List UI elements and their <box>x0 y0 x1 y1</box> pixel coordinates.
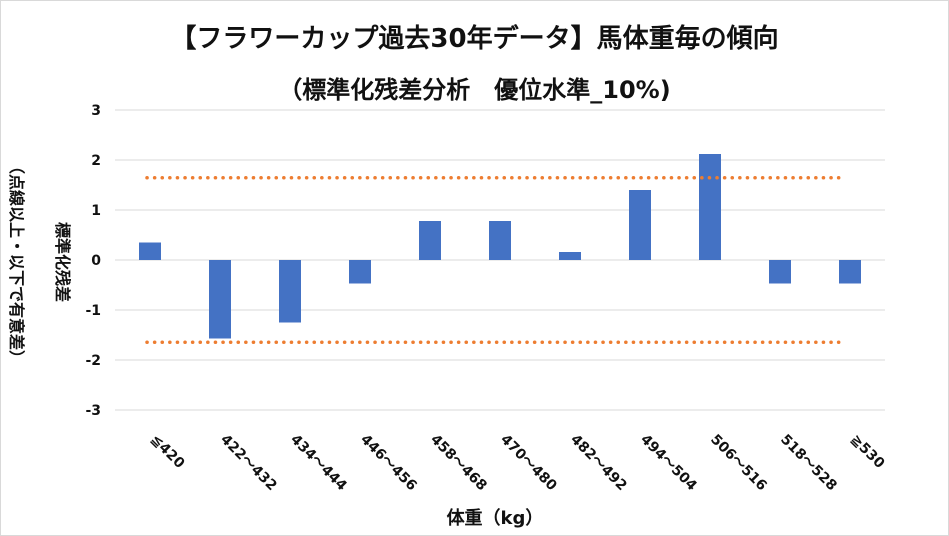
x-tick-label: 482～492 <box>567 432 630 495</box>
y-axis-note: （点線以上・以下で有意差） <box>7 157 27 367</box>
y-tick-label: -2 <box>85 353 101 369</box>
x-tick-label: 518～528 <box>777 432 840 495</box>
bar <box>629 190 651 260</box>
x-tick-label: 434～444 <box>287 432 350 495</box>
bar <box>559 252 581 260</box>
y-tick-label: -3 <box>85 403 101 419</box>
chart-title: 【フラワーカップ過去30年データ】馬体重毎の傾向 <box>170 24 779 54</box>
bar <box>489 221 511 260</box>
x-tick-label: ≧530 <box>847 432 887 472</box>
chart-subtitle: （標準化残差分析 優位水準_10%) <box>278 76 671 104</box>
bar <box>419 221 441 260</box>
y-tick-label: -1 <box>85 303 101 319</box>
x-tick-label: 470～480 <box>497 432 560 495</box>
bar <box>839 260 861 284</box>
bar <box>279 260 301 323</box>
y-tick-label: 1 <box>91 203 101 219</box>
x-tick-label: 446～456 <box>357 432 420 495</box>
y-tick-label: 3 <box>91 103 101 119</box>
y-tick-label: 0 <box>91 253 101 269</box>
y-tick-label: 2 <box>91 153 101 169</box>
bar <box>209 260 231 339</box>
bar <box>699 154 721 260</box>
bar <box>769 260 791 284</box>
bar <box>139 242 161 260</box>
x-tick-label: ≦420 <box>147 432 187 472</box>
bar <box>349 260 371 284</box>
y-axis-label: 標準化残差 <box>53 221 73 303</box>
x-tick-label: 458～468 <box>427 432 490 495</box>
x-axis-label: 体重（kg） <box>446 508 544 529</box>
x-tick-label: 494～504 <box>637 432 700 495</box>
x-tick-label: 422～432 <box>217 432 280 495</box>
x-tick-label: 506～516 <box>707 432 770 495</box>
